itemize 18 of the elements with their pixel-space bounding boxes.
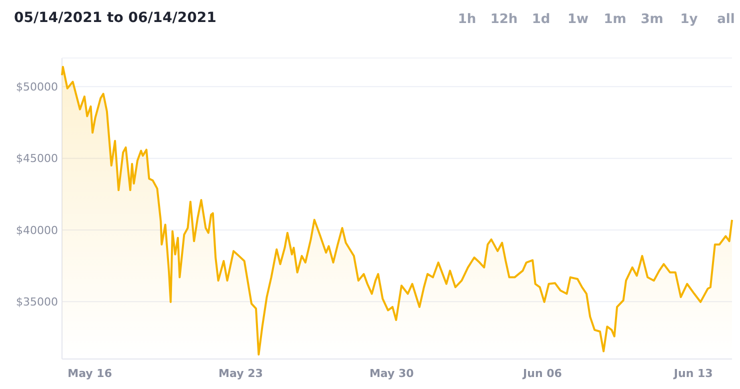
text: 1w [567,12,589,27]
x-tick-label: Jun 13 [672,367,713,380]
text: 3m [640,12,664,27]
y-tick-label: $50000 [16,80,58,94]
x-tick-label: May 23 [218,367,263,380]
text: 1d [532,12,550,27]
text: 1m [604,12,626,27]
chart-title: 05/14/2021 to 06/14/2021 [14,10,216,26]
x-tick-label: May 16 [68,367,112,380]
x-tick-label: May 30 [369,367,414,380]
text: all [717,12,735,27]
text: 12h [490,12,518,27]
x-tick-label: Jun 06 [522,367,562,380]
y-tick-label: $40000 [16,224,58,237]
text: 1h [458,12,476,27]
y-tick-label: $35000 [16,296,58,309]
text: 1y [680,12,698,27]
y-tick-label: $45000 [16,152,58,166]
